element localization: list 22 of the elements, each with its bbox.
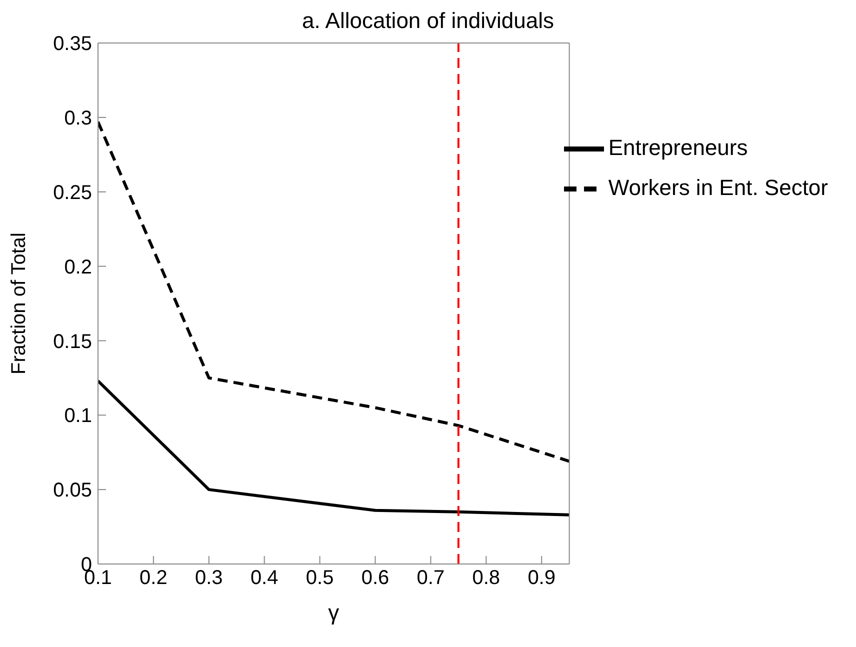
x-axis-title: γ [328, 600, 340, 625]
y-tick-label: 0.1 [64, 405, 92, 428]
y-tick-label: 0.15 [53, 330, 92, 353]
y-tick-label: 0.3 [64, 108, 92, 130]
line-series [98, 379, 570, 516]
legend-label: Workers in Ent. Sector [608, 174, 828, 200]
x-tick-label: 0.5 [306, 567, 334, 590]
x-tick-label: 0.7 [416, 567, 445, 590]
legend-label: Entrepreneurs [608, 134, 748, 160]
y-tick-label: 0.2 [64, 256, 92, 278]
x-tick-label: 0.3 [194, 567, 223, 590]
line-series [98, 120, 570, 463]
y-tick-label: 0.05 [53, 480, 92, 502]
x-tick-label: 0.2 [140, 567, 168, 590]
y-tick-label: 0.35 [53, 33, 92, 56]
chart-title: a. Allocation of individuals [301, 8, 555, 34]
x-tick-label: 0.4 [250, 567, 278, 590]
x-tick-label: 0.8 [472, 567, 500, 590]
y-tick-label: 0.25 [53, 182, 92, 204]
x-tick-label: 0.9 [528, 567, 556, 590]
x-tick-label: 0.6 [361, 567, 390, 590]
y-axis-title: Fraction of Total [8, 232, 30, 374]
